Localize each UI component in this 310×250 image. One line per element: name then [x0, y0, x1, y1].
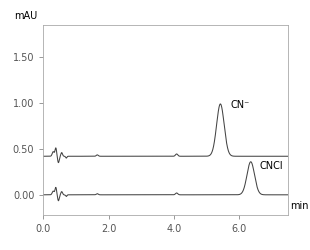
Text: CN⁻: CN⁻ [230, 100, 250, 110]
Text: CNCl: CNCl [259, 161, 283, 171]
Text: mAU: mAU [14, 11, 37, 21]
Text: min: min [290, 201, 308, 211]
